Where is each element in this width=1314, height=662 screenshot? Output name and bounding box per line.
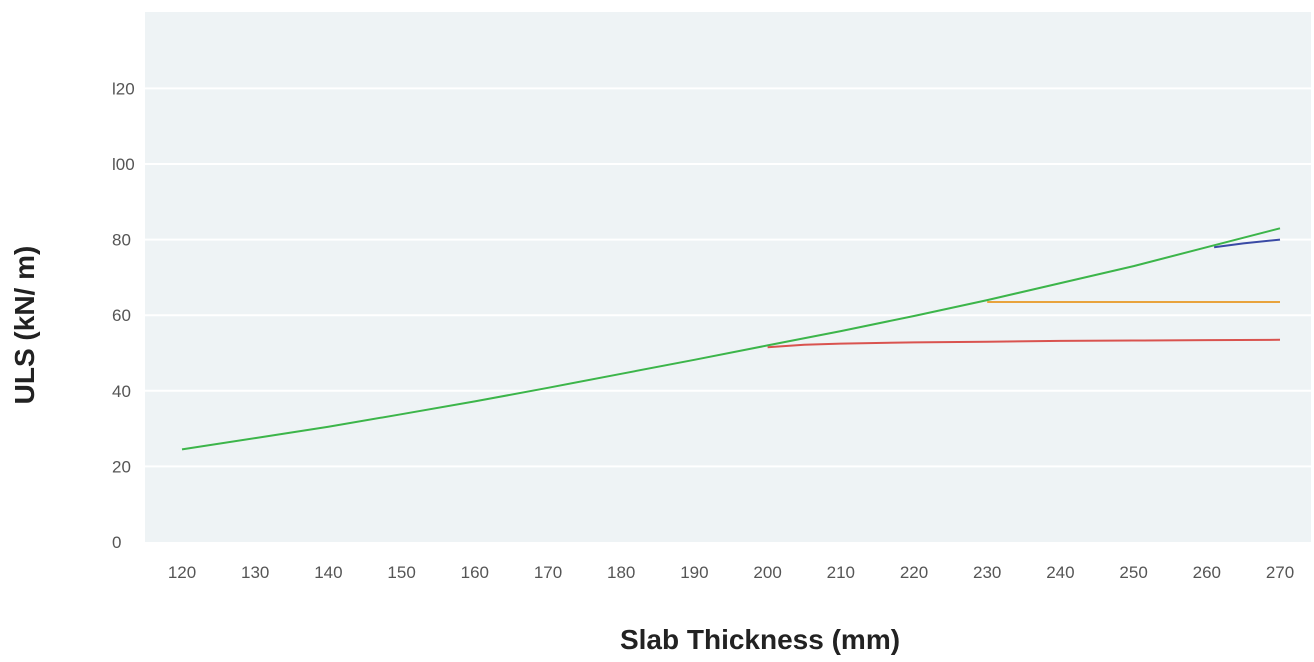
x-tick-label: 150 (387, 563, 415, 582)
y-tick-label: 60 (112, 306, 131, 325)
x-axis-title: Slab Thickness (mm) (620, 624, 900, 655)
grid-lines (145, 87, 1311, 468)
y-axis-title: ULS (kN/ m) (9, 246, 40, 405)
x-tick-label: 210 (827, 563, 855, 582)
y-tick-label: 20 (112, 457, 131, 476)
y-tick-label: l00 (112, 155, 135, 174)
series-line-4 (181, 227, 1281, 451)
plot-area (145, 12, 1311, 542)
x-tick-label: 260 (1193, 563, 1221, 582)
x-tick-label: 270 (1266, 563, 1294, 582)
y-tick-label: l20 (112, 79, 135, 98)
x-tick-label: 200 (753, 563, 781, 582)
y-axis-ticks: 0 20 40 60 80 l00 l20 (112, 79, 135, 552)
y-tick-label: 0 (112, 533, 121, 552)
x-tick-label: 120 (168, 563, 196, 582)
x-tick-label: 130 (241, 563, 269, 582)
y-tick-label: 40 (112, 382, 131, 401)
series-line-3 (1213, 238, 1281, 249)
x-tick-label: 240 (1046, 563, 1074, 582)
x-tick-label: 230 (973, 563, 1001, 582)
x-axis-ticks: 120 130 140 150 160 170 180 190 200 210 220 230 240 2… (168, 563, 1294, 582)
x-tick-label: 170 (534, 563, 562, 582)
x-tick-label: 140 (314, 563, 342, 582)
x-tick-label: 180 (607, 563, 635, 582)
series-lines (181, 227, 1281, 451)
x-tick-label: 250 (1119, 563, 1147, 582)
y-tick-label: 80 (112, 231, 131, 250)
x-tick-label: 160 (461, 563, 489, 582)
series-line-1 (767, 338, 1281, 349)
x-tick-label: 190 (680, 563, 708, 582)
x-tick-label: 220 (900, 563, 928, 582)
